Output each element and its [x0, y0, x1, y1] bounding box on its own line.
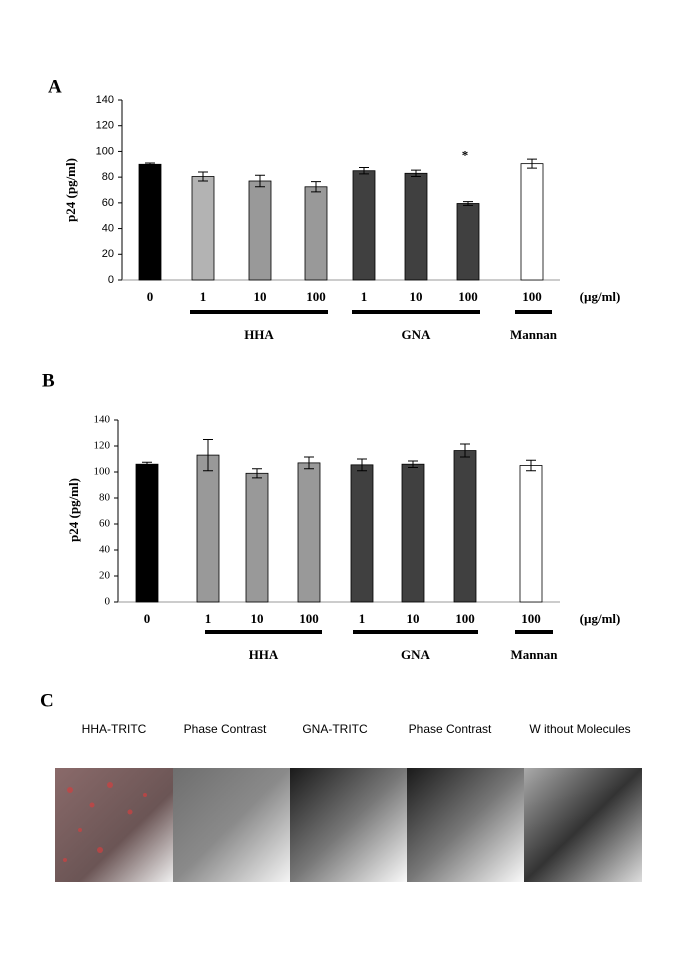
panel-label: B [42, 370, 55, 391]
y-tick-label: 20 [102, 248, 114, 260]
error-bar [359, 167, 369, 175]
x-tick-label: 100 [522, 289, 542, 304]
x-tick-label: 10 [407, 611, 420, 626]
bar [196, 454, 220, 603]
bar [401, 463, 425, 603]
bar [245, 472, 269, 603]
error-bar [411, 169, 421, 177]
bar [350, 464, 374, 603]
group-label: HHA [249, 647, 279, 662]
error-bar [304, 456, 314, 470]
x-tick-label: 10 [410, 289, 423, 304]
y-tick-label: 120 [94, 440, 111, 452]
y-tick-label: 140 [94, 414, 111, 426]
error-bar [311, 181, 321, 193]
group-label: Mannan [510, 327, 558, 342]
x-tick-label: 100 [521, 611, 541, 626]
image [290, 768, 407, 882]
y-axis-label: p24 (pg/ml) [63, 158, 78, 222]
red-dots [63, 782, 147, 862]
y-axis-label: p24 (pg/ml) [66, 478, 81, 542]
bar [135, 463, 159, 603]
y-tick-label: 140 [96, 94, 114, 106]
error-bar [142, 461, 152, 467]
bar [304, 186, 328, 281]
y-tick-label: 0 [108, 274, 114, 286]
image [55, 768, 173, 882]
bar [191, 176, 215, 281]
x-tick-label: 1 [205, 611, 212, 626]
bar [404, 172, 428, 281]
image [173, 768, 290, 882]
y-tick-label: 100 [94, 466, 111, 478]
x-tick-label: 1 [200, 289, 207, 304]
unit-label: (µg/ml) [580, 611, 621, 626]
x-tick-label: 0 [147, 289, 154, 304]
error-bar [527, 158, 537, 169]
error-bar [526, 459, 536, 472]
y-tick-label: 40 [102, 222, 114, 234]
error-bar [203, 439, 213, 472]
group-label: Mannan [511, 647, 559, 662]
error-bar [463, 201, 473, 206]
annotation: * [462, 148, 469, 163]
group-label: HHA [244, 327, 274, 342]
error-bar [198, 171, 208, 182]
panel-label: A [48, 76, 62, 97]
caption: Phase Contrast [184, 722, 267, 736]
y-tick-label: 0 [105, 596, 111, 608]
y-tick-label: 80 [102, 171, 114, 183]
x-tick-label: 10 [251, 611, 264, 626]
y-tick-label: 20 [99, 570, 111, 582]
error-bar [255, 174, 265, 188]
image [407, 768, 524, 882]
x-tick-label: 1 [361, 289, 368, 304]
x-tick-label: 1 [359, 611, 366, 626]
bar [138, 163, 162, 281]
x-tick-label: 100 [306, 289, 326, 304]
micrographs [55, 768, 642, 882]
y-tick-label: 100 [96, 145, 114, 157]
error-bar [357, 458, 367, 472]
error-bar [460, 443, 470, 458]
y-tick-label: 60 [99, 518, 111, 530]
y-tick-label: 60 [102, 197, 114, 209]
caption: W ithout Molecules [529, 722, 630, 736]
bar [453, 450, 477, 603]
error-bar [408, 460, 418, 468]
x-tick-label: 0 [144, 611, 151, 626]
error-bar [145, 162, 155, 167]
caption: Phase Contrast [409, 722, 492, 736]
bar [297, 462, 321, 603]
x-tick-label: 10 [254, 289, 267, 304]
panel-label: C [40, 690, 54, 711]
caption: HHA-TRITC [82, 722, 147, 736]
caption: GNA-TRITC [302, 722, 368, 736]
image [524, 768, 642, 882]
bar [456, 203, 480, 281]
y-tick-label: 40 [99, 544, 111, 556]
y-tick-label: 80 [99, 492, 111, 504]
bar [519, 465, 543, 603]
bar [248, 180, 272, 281]
x-tick-label: 100 [299, 611, 319, 626]
x-tick-label: 100 [458, 289, 478, 304]
group-label: GNA [401, 647, 431, 662]
x-tick-label: 100 [455, 611, 475, 626]
group-label: GNA [402, 327, 432, 342]
y-tick-label: 120 [96, 120, 114, 132]
unit-label: (µg/ml) [580, 289, 621, 304]
error-bar [252, 468, 262, 479]
bar [352, 170, 376, 281]
bar [520, 163, 544, 281]
